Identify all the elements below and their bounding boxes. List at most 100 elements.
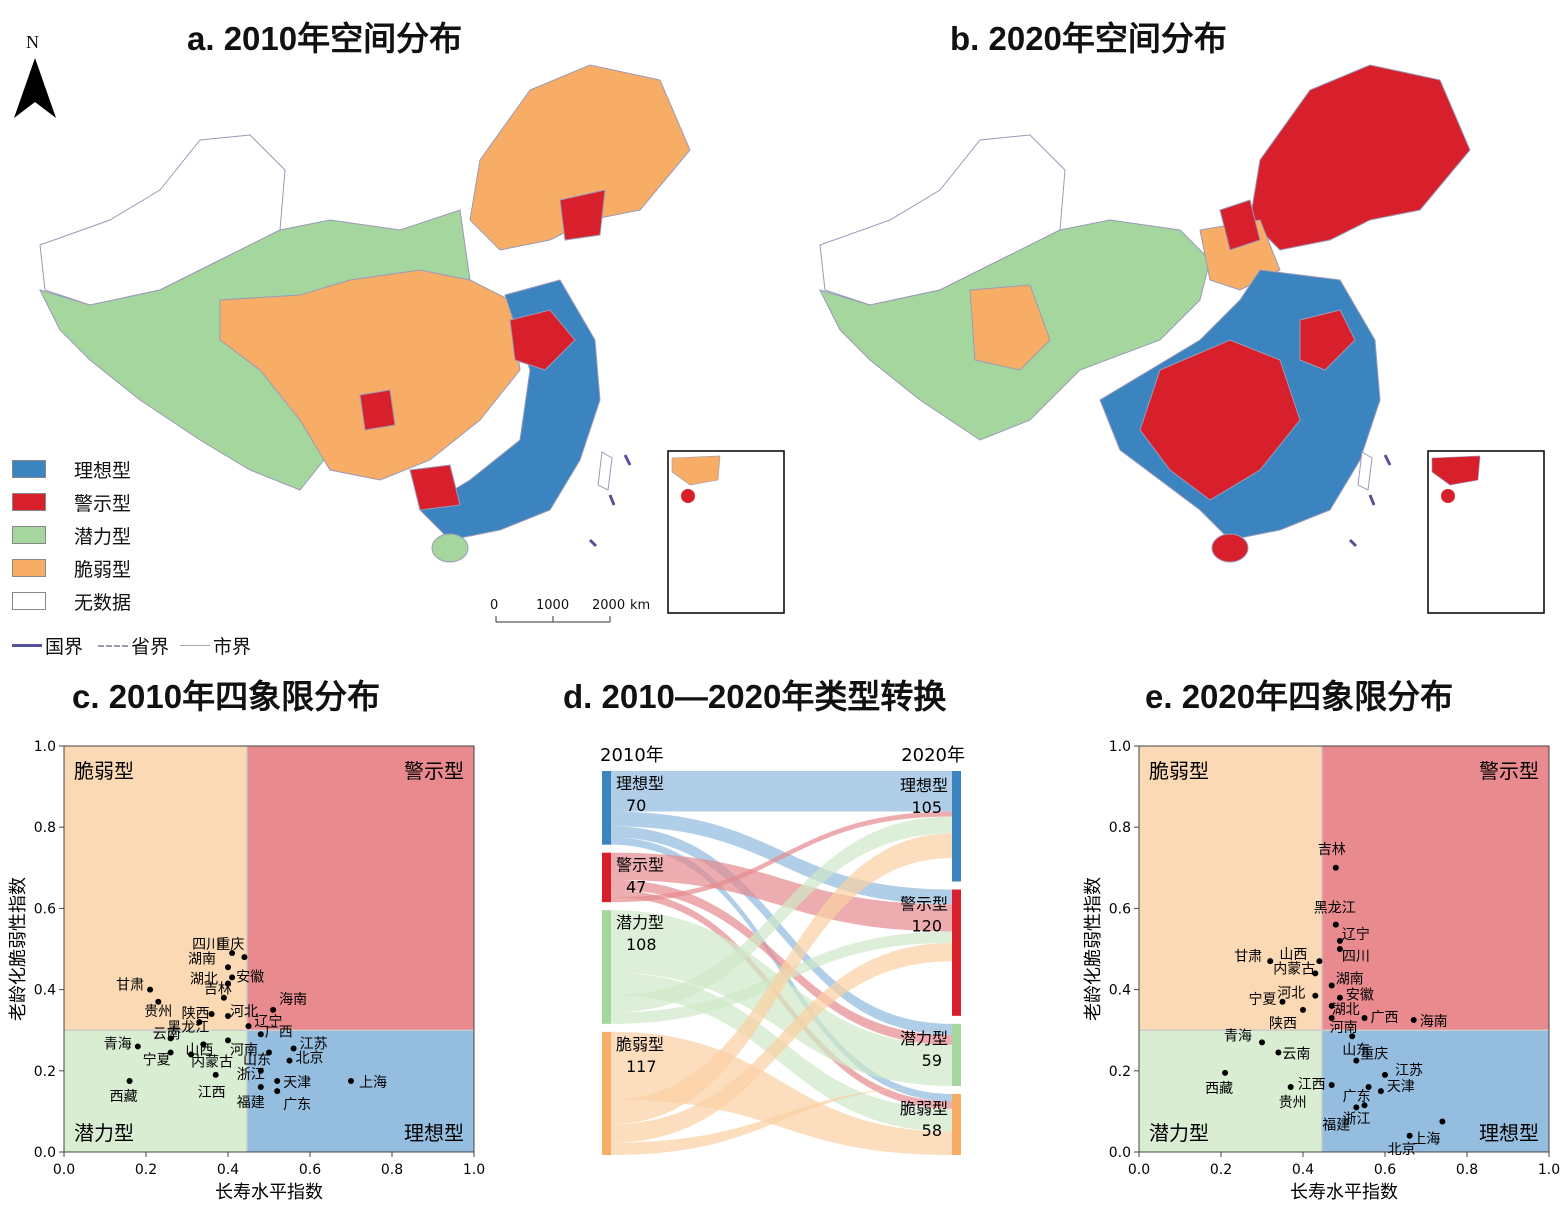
sankey-node-right-value: 58 xyxy=(922,1121,942,1140)
scale-tick-0: 0 xyxy=(490,598,499,613)
sankey-node-right-label: 理想型 xyxy=(900,776,948,795)
border-key-label: 市界 xyxy=(213,636,252,658)
sankey-flow xyxy=(611,910,952,1086)
point-label: 江苏 xyxy=(1395,1063,1423,1079)
sankey-node-left-value: 117 xyxy=(626,1057,657,1076)
sankey-node-right-value: 105 xyxy=(911,798,942,817)
scale-tick-2000: 2000 xyxy=(592,598,626,613)
y-tick-label: 0.8 xyxy=(1109,820,1131,836)
sankey-node-left-label: 理想型 xyxy=(616,774,664,793)
point-湖北 xyxy=(225,980,231,987)
x-tick-label: 0.6 xyxy=(299,1162,321,1178)
point-label: 江西 xyxy=(198,1085,226,1101)
sankey-node-left-label: 潜力型 xyxy=(616,913,664,932)
point-辽宁 xyxy=(1336,937,1343,944)
sankey-node-right xyxy=(952,889,961,1016)
y-tick-label: 0.4 xyxy=(34,983,56,999)
quadrant-fragile-bg xyxy=(1139,746,1322,1031)
point-山西 xyxy=(200,1041,207,1048)
point-陕西 xyxy=(208,1010,215,1017)
point-label: 北京 xyxy=(1388,1142,1416,1158)
x-tick-label: 0.2 xyxy=(135,1162,157,1178)
quadrant-ideal-bg xyxy=(246,1030,474,1152)
legend-swatch xyxy=(12,460,46,478)
point-label: 甘肃 xyxy=(1234,949,1262,965)
point-label: 上海 xyxy=(1412,1132,1440,1148)
point-label: 吉林 xyxy=(1318,842,1346,858)
sankey-flow xyxy=(611,833,952,1125)
map-2010-warning-patch xyxy=(559,189,606,241)
sankey-node-right-label: 潜力型 xyxy=(900,1029,948,1048)
legend-item-nodata: 无数据 xyxy=(12,589,131,614)
point-河南 xyxy=(225,1037,231,1044)
quadrant-ideal-bg xyxy=(1321,1030,1549,1152)
map-2020-taiwan xyxy=(1357,451,1373,491)
point-湖南 xyxy=(1328,982,1335,989)
legend-item-warning: 警示型 xyxy=(12,490,131,515)
map-2020-hainan xyxy=(1211,533,1249,563)
point-广西 xyxy=(1361,1015,1368,1022)
sankey-flow xyxy=(611,811,952,903)
point-江西 xyxy=(212,1071,219,1078)
point-label: 江苏 xyxy=(300,1036,328,1052)
panel-b-title: b. 2020年空间分布 xyxy=(950,20,1227,57)
point-黑龙江 xyxy=(1332,921,1339,928)
map-2020-warning-northeast xyxy=(1249,64,1471,251)
panel-c-title: c. 2010年四象限分布 xyxy=(72,678,381,715)
point-label: 安徽 xyxy=(236,969,264,985)
point-label: 河南 xyxy=(1330,1020,1358,1036)
legend-label: 理想型 xyxy=(74,459,132,482)
point-label: 天津 xyxy=(1387,1079,1415,1095)
point-山西 xyxy=(1316,958,1323,965)
sankey-node-left-value: 108 xyxy=(626,935,657,954)
quadrant-warning-bg xyxy=(1321,746,1549,1031)
sankey-transition: 理想型 70 警示型 47 潜力型 108 脆弱型 117 理想型 105 警示型 120 潜力型 59 脆… xyxy=(600,745,965,1155)
map-2020 xyxy=(819,64,1545,614)
point-label: 浙江 xyxy=(1343,1111,1371,1127)
point-山东 xyxy=(266,1049,272,1056)
point-湖北 xyxy=(1328,1002,1335,1009)
map-2010-fragile-northeast xyxy=(469,64,691,251)
border-key-label: 国界 xyxy=(45,636,84,658)
point-label: 内蒙古 xyxy=(191,1055,233,1071)
y-tick-label: 0.0 xyxy=(1109,1145,1131,1161)
point-广东 xyxy=(274,1088,281,1095)
quadrant-label-potential: 潜力型 xyxy=(1149,1121,1209,1145)
map-2010-warning-patch xyxy=(409,464,461,511)
sankey-node-right xyxy=(952,771,961,882)
point-label: 海南 xyxy=(279,992,307,1008)
y-axis-label: 老龄化脆弱性指数 xyxy=(8,877,29,1021)
legend-label: 脆弱型 xyxy=(74,558,132,581)
point-贵州 xyxy=(1287,1084,1294,1091)
point-青海 xyxy=(134,1043,141,1050)
north-arrow-icon xyxy=(14,58,56,118)
point-label: 山西 xyxy=(1279,947,1307,963)
point-陕西 xyxy=(1300,1006,1306,1013)
point-重庆 xyxy=(241,954,248,961)
point-label: 陕西 xyxy=(182,1006,210,1022)
point-湖南 xyxy=(225,964,231,971)
point-label: 四川 xyxy=(1342,949,1370,965)
point-甘肃 xyxy=(147,986,154,993)
sankey-node-right-label: 脆弱型 xyxy=(900,1099,948,1118)
point-label: 西藏 xyxy=(1205,1081,1233,1097)
point-label: 辽宁 xyxy=(255,1013,283,1030)
sankey-node-left-label: 警示型 xyxy=(616,856,664,875)
sankey-node-left-value: 47 xyxy=(626,878,646,897)
map-2010-fragile-center xyxy=(219,269,521,481)
panel-e-title: e. 2020年四象限分布 xyxy=(1145,678,1454,715)
y-tick-label: 0.0 xyxy=(34,1145,56,1161)
quadrant-label-warning: 警示型 xyxy=(404,759,464,783)
point-甘肃 xyxy=(1267,958,1274,965)
map-2010-hainan xyxy=(431,533,469,563)
scale-unit: km xyxy=(630,598,651,613)
point-宁夏 xyxy=(167,1049,174,1056)
point-label: 海南 xyxy=(1420,1014,1448,1030)
sankey-node-right xyxy=(952,1093,961,1155)
legend-swatch xyxy=(12,592,46,610)
sankey-flow xyxy=(611,972,952,1132)
map-2020-warning-patch xyxy=(1219,199,1261,251)
sankey-node-left-label: 脆弱型 xyxy=(616,1035,664,1054)
border-key-city: 市界 xyxy=(180,632,251,659)
sankey-flow xyxy=(611,816,952,1013)
